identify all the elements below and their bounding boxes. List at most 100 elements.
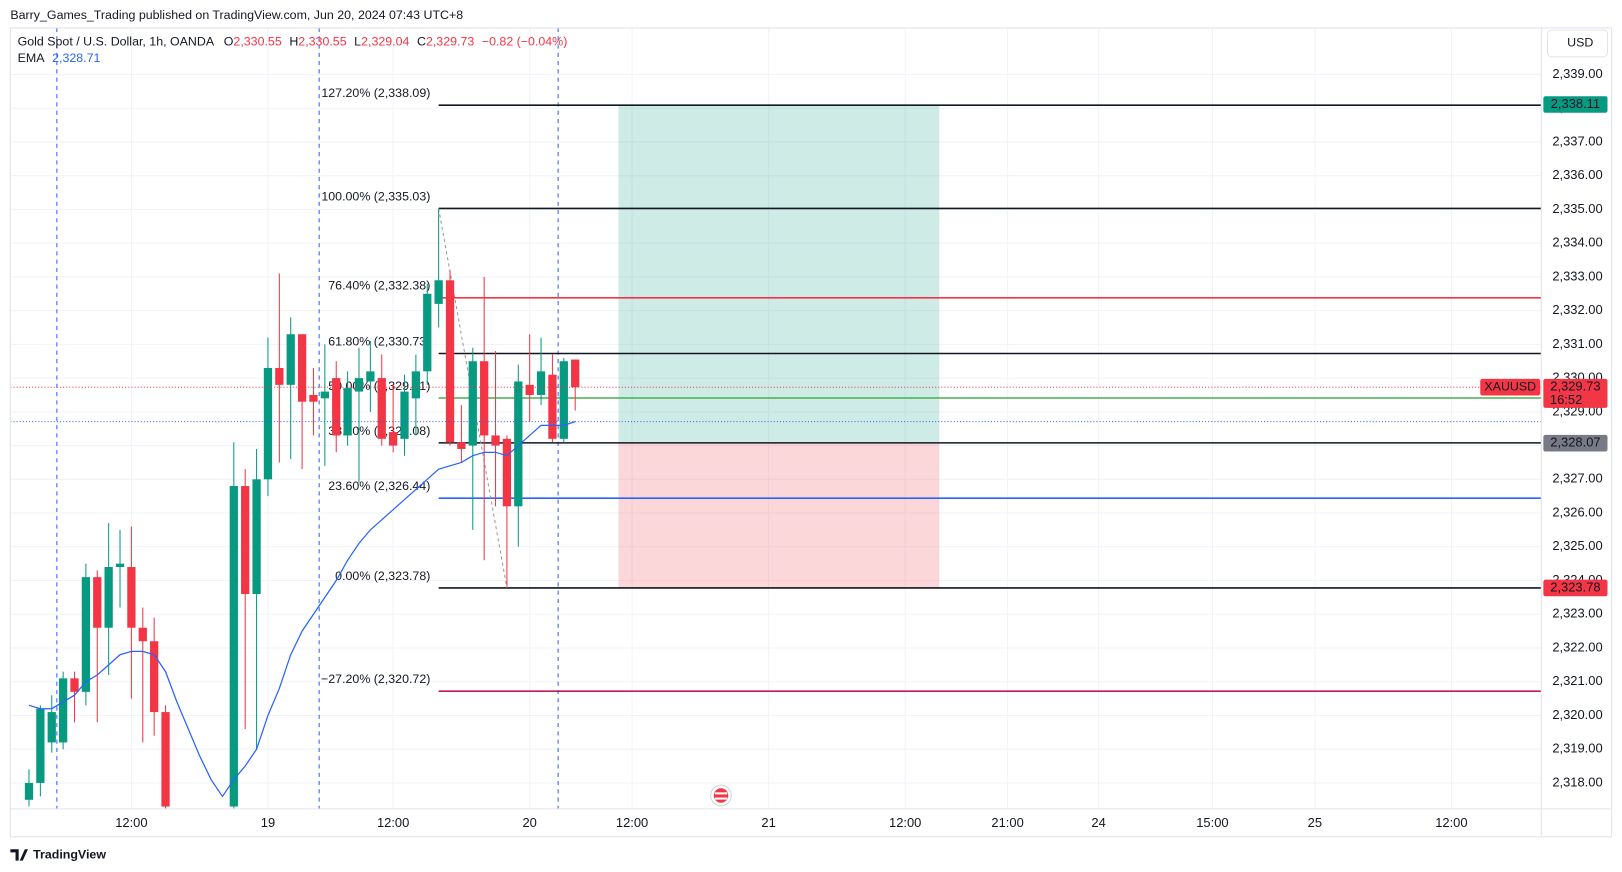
y-tick-label: 2,325.00 — [1552, 538, 1602, 553]
candle-body — [161, 712, 170, 807]
brand: TradingView — [33, 848, 106, 862]
logo — [10, 849, 28, 861]
candle-body — [377, 378, 386, 439]
candle-body — [343, 388, 352, 436]
ohlc-key: H — [289, 35, 298, 49]
candle-body — [536, 371, 546, 395]
x-tick-label: 25 — [1308, 815, 1322, 830]
candle-body — [70, 678, 79, 692]
candle-body — [445, 280, 455, 443]
fib-label: −27.20% (2,320.72) — [321, 672, 430, 686]
y-tick-label: 2,334.00 — [1552, 235, 1602, 250]
fib-label: 76.40% (2,332.38) — [328, 279, 430, 293]
ohlc-key: O — [224, 35, 234, 49]
candle-body — [502, 438, 512, 507]
price-tag-label: 2,329.73 — [1550, 379, 1600, 394]
candle-body — [525, 384, 534, 395]
x-tick-label: 15:00 — [1196, 815, 1228, 830]
candle-body — [263, 367, 273, 480]
y-tick-label: 2,337.00 — [1552, 133, 1602, 148]
x-tick-label: 21 — [761, 815, 775, 830]
candle-body — [138, 627, 147, 642]
candle-body — [309, 394, 318, 402]
price-tag — [1543, 579, 1608, 597]
candle-body — [115, 563, 125, 568]
candle-body — [457, 442, 466, 449]
legend-symbol: Gold Spot / U.S. Dollar, 1h, OANDA O 2,33… — [18, 35, 568, 49]
candle-body — [480, 361, 489, 436]
legend-ema: EMA 2,328.71 — [18, 51, 101, 65]
fib-label: 23.60% (2,326.44) — [328, 479, 430, 493]
axes: 2,318.00 2,319.00 2,320.00 2,321.00 2,322.00… — [115, 66, 1608, 830]
candle-body — [127, 567, 136, 628]
y-tick-label: 2,333.00 — [1552, 268, 1602, 283]
currency[interactable]: USD — [1567, 36, 1593, 50]
fib-label: 0.00% (2,323.78) — [335, 569, 430, 583]
candle-body — [411, 371, 421, 399]
x-tick-label: 12:00 — [889, 815, 921, 830]
x-tick-label: 20 — [522, 815, 536, 830]
y-tick-label: 2,318.00 — [1552, 774, 1602, 789]
candle-body — [571, 359, 580, 388]
candle-body — [286, 334, 295, 385]
x-tick-label: 21:00 — [991, 815, 1023, 830]
candle-body — [81, 577, 91, 692]
ema-value: 2,328.71 — [52, 51, 100, 65]
price-tag-time: 16:52 — [1550, 392, 1582, 407]
change: −0.82 (−0.04%) — [482, 35, 568, 49]
plot-area: 127.20% (2,338.09) 100.00% (2,335.03) 76.4… — [10, 27, 1542, 809]
y-tick-label: 2,335.00 — [1552, 201, 1602, 216]
y-tick-label: 2,332.00 — [1552, 302, 1602, 317]
symbol: Gold Spot / U.S. Dollar, 1h, OANDA — [18, 35, 215, 49]
y-tick-label: 2,327.00 — [1552, 471, 1602, 486]
x-tick-label: 12:00 — [115, 815, 147, 830]
ohlc-value: 2,330.55 — [298, 35, 346, 49]
y-tick-label: 2,326.00 — [1552, 504, 1602, 519]
candle-body — [150, 641, 159, 713]
candle-body — [104, 567, 113, 628]
ohlc-key: C — [417, 35, 426, 49]
candle-body — [514, 381, 523, 507]
fib-label: 127.20% (2,338.09) — [321, 86, 430, 100]
x-tick-label: 12:00 — [1435, 815, 1467, 830]
symbol-tag — [1480, 378, 1541, 396]
price-tag — [1543, 96, 1608, 113]
candle-body — [252, 479, 261, 595]
candle-body — [93, 577, 102, 628]
ohlc-key: L — [354, 35, 361, 49]
candle-body — [332, 378, 341, 436]
candle-body — [229, 486, 238, 807]
candle-body — [354, 378, 364, 392]
price-tag — [1543, 378, 1608, 408]
price-tag-label: 2,338.11 — [1551, 96, 1600, 111]
x-tick-label: 12:00 — [616, 815, 648, 830]
candle-body — [47, 712, 56, 743]
candle-body — [297, 334, 307, 402]
candle-body — [423, 293, 432, 372]
candle-body — [468, 361, 477, 446]
candle-body — [275, 367, 284, 385]
ohlc-value: 2,329.04 — [361, 35, 409, 49]
candle-body — [559, 361, 568, 439]
fib-label: 100.00% (2,335.03) — [321, 189, 430, 203]
candle-body — [548, 374, 557, 439]
y-tick-label: 2,323.00 — [1552, 606, 1602, 621]
candle-body — [24, 782, 34, 800]
candle-body — [58, 678, 68, 743]
y-tick-label: 2,320.00 — [1552, 707, 1602, 722]
y-tick-label: 2,322.00 — [1552, 639, 1602, 654]
y-tick-label: 2,336.00 — [1552, 167, 1602, 182]
candle-body — [388, 432, 398, 446]
y-tick-label: 2,321.00 — [1552, 673, 1602, 688]
frame — [9, 27, 1613, 838]
ema-line — [28, 421, 576, 798]
event-flag[interactable] — [710, 784, 732, 807]
candle-body — [366, 371, 375, 382]
y-tick-label: 2,331.00 — [1552, 336, 1602, 351]
candle-body — [491, 435, 500, 446]
candle-body — [320, 391, 329, 399]
x-tick-label: 24 — [1091, 815, 1105, 830]
price-tag-label: 2,323.78 — [1550, 579, 1600, 594]
currency-button[interactable] — [1546, 29, 1609, 58]
